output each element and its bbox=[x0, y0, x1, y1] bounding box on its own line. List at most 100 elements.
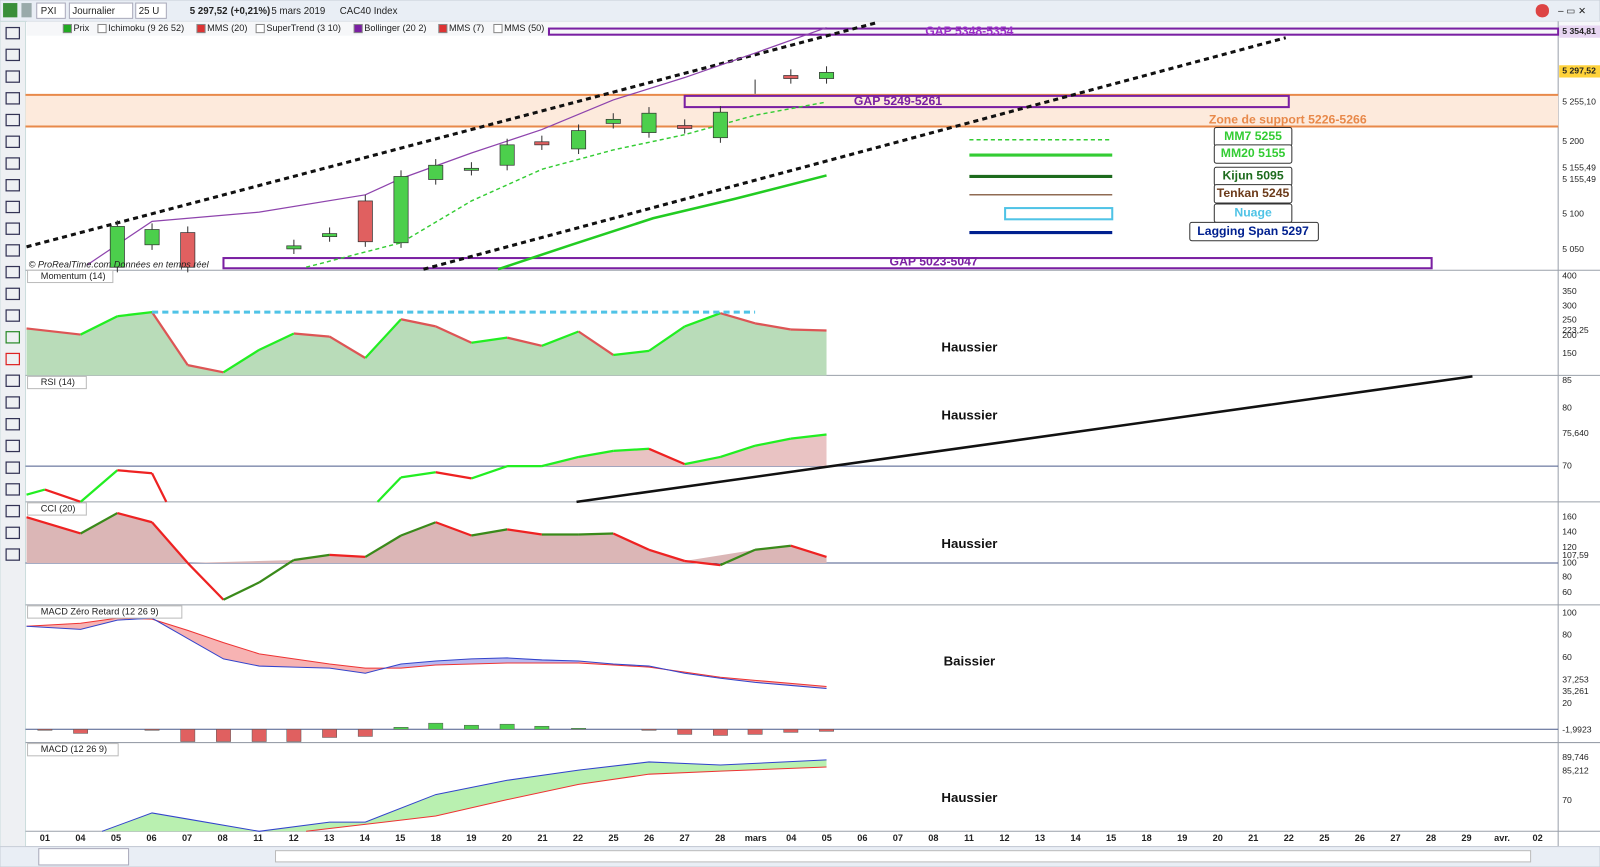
tool-icon[interactable] bbox=[5, 483, 20, 496]
scrollbar[interactable] bbox=[275, 850, 1532, 863]
panel-title-box bbox=[27, 502, 87, 516]
tool-icon[interactable] bbox=[5, 287, 20, 301]
legend-item[interactable]: MMS (7) bbox=[449, 23, 484, 33]
indicator-axis-label: 150 bbox=[1562, 348, 1577, 358]
tool-icon[interactable] bbox=[5, 352, 20, 366]
legend-item[interactable]: SuperTrend (3 10) bbox=[266, 23, 341, 33]
key-label: MM20 5155 bbox=[1221, 146, 1286, 160]
candle-body bbox=[286, 245, 302, 250]
tool-icon[interactable] bbox=[5, 309, 20, 322]
x-axis-label: 19 bbox=[466, 833, 476, 843]
indicator-segment bbox=[613, 349, 650, 357]
x-axis-label: 05 bbox=[111, 833, 121, 843]
tool-icon[interactable] bbox=[5, 244, 20, 257]
histogram-bar bbox=[216, 729, 231, 742]
candle-body bbox=[819, 72, 835, 79]
legend-swatch[interactable] bbox=[62, 23, 72, 34]
tool-icon[interactable] bbox=[5, 113, 20, 127]
period-box[interactable] bbox=[68, 2, 134, 19]
indicator-segment bbox=[364, 318, 402, 359]
indicator-segment bbox=[186, 562, 225, 601]
tool-icon[interactable] bbox=[5, 461, 20, 474]
toolbar-date: 5 mars 2019 bbox=[271, 6, 325, 17]
tool-icon[interactable] bbox=[5, 526, 20, 540]
price-axis-label: 5 255,10 bbox=[1562, 96, 1596, 106]
x-axis-label: 01 bbox=[40, 833, 50, 843]
tool-icon[interactable] bbox=[5, 179, 20, 192]
indicators-button[interactable] bbox=[38, 848, 130, 866]
legend-swatch[interactable] bbox=[353, 23, 363, 34]
panel-verdict: Haussier bbox=[941, 790, 997, 805]
candle-body bbox=[677, 125, 693, 129]
candle-body bbox=[641, 112, 657, 133]
candle-body bbox=[571, 130, 587, 150]
axis-highlight bbox=[1559, 65, 1600, 78]
tool-icon[interactable] bbox=[5, 396, 20, 409]
tool-icon[interactable] bbox=[5, 70, 20, 83]
indicator-segment bbox=[790, 544, 827, 558]
refresh-icon[interactable] bbox=[1535, 4, 1549, 18]
tool-icon[interactable] bbox=[5, 26, 20, 40]
tool-icon[interactable] bbox=[5, 222, 20, 235]
x-axis-label: 26 bbox=[644, 833, 654, 843]
legend-swatch[interactable] bbox=[493, 23, 503, 34]
candle-body bbox=[393, 176, 409, 244]
tool-icon[interactable] bbox=[5, 200, 20, 214]
units-box[interactable] bbox=[135, 2, 167, 19]
price-annotation: Zone de support 5226-5266 bbox=[1209, 113, 1367, 127]
indicator-segment bbox=[790, 433, 827, 440]
legend-swatch[interactable] bbox=[438, 23, 448, 34]
x-axis-label: 05 bbox=[822, 833, 832, 843]
panel-title-box bbox=[27, 605, 183, 619]
indicator-axis-label: 350 bbox=[1562, 286, 1577, 296]
tool-icon[interactable] bbox=[5, 265, 20, 279]
legend-item[interactable]: MMS (50) bbox=[504, 23, 544, 33]
tool-icon[interactable] bbox=[5, 135, 20, 149]
legend-swatch[interactable] bbox=[196, 23, 206, 34]
x-axis-label: 19 bbox=[1177, 833, 1187, 843]
indicator-segment bbox=[648, 325, 686, 352]
indicator-segment bbox=[506, 528, 543, 536]
indicator-segment bbox=[117, 469, 153, 475]
x-axis-label: 18 bbox=[1142, 833, 1152, 843]
tool-icon[interactable] bbox=[5, 48, 20, 62]
legend-item[interactable]: Bollinger (20 2) bbox=[364, 23, 426, 33]
tool-icon[interactable] bbox=[5, 417, 20, 431]
key-box bbox=[1213, 184, 1293, 204]
tool-icon[interactable] bbox=[5, 439, 20, 453]
indicator-segment bbox=[222, 581, 260, 601]
key-box bbox=[1189, 221, 1319, 242]
key-label: Nuage bbox=[1234, 205, 1272, 219]
tool-icon[interactable] bbox=[5, 331, 20, 344]
left-toolbar bbox=[0, 20, 27, 849]
histogram-bar bbox=[73, 729, 89, 734]
key-label: Lagging Span 5297 bbox=[1197, 224, 1309, 238]
tool-icon[interactable] bbox=[5, 92, 20, 105]
zr-line bbox=[26, 617, 827, 690]
legend-swatch[interactable] bbox=[255, 23, 265, 34]
tool-icon[interactable] bbox=[5, 504, 20, 518]
app-icon[interactable] bbox=[3, 3, 18, 18]
symbol-box[interactable] bbox=[36, 2, 66, 19]
axis-highlight bbox=[1559, 25, 1600, 38]
indicator-segment bbox=[258, 559, 295, 584]
app-icon-2[interactable] bbox=[21, 3, 32, 18]
cci-area bbox=[26, 513, 827, 564]
indicator-axis-label: 400 bbox=[1562, 271, 1577, 281]
indicator-axis-label: 300 bbox=[1562, 300, 1577, 310]
window-controls[interactable]: – ▭ ✕ bbox=[1558, 6, 1586, 17]
x-axis-label: 14 bbox=[1070, 833, 1081, 843]
legend-item[interactable]: Ichimoku (9 26 52) bbox=[108, 23, 184, 33]
candle-body bbox=[605, 118, 621, 124]
tool-icon[interactable] bbox=[5, 374, 20, 387]
tool-icon[interactable] bbox=[5, 157, 20, 170]
indicator-segment bbox=[79, 469, 119, 503]
legend-swatch[interactable] bbox=[97, 23, 107, 34]
legend-item[interactable]: Prix bbox=[73, 23, 89, 33]
x-axis-label: 06 bbox=[146, 833, 156, 843]
tool-icon[interactable] bbox=[5, 548, 20, 561]
x-axis-label: mars bbox=[745, 833, 767, 843]
legend-item[interactable]: MMS (20) bbox=[207, 23, 247, 33]
zr-signal bbox=[26, 617, 827, 687]
